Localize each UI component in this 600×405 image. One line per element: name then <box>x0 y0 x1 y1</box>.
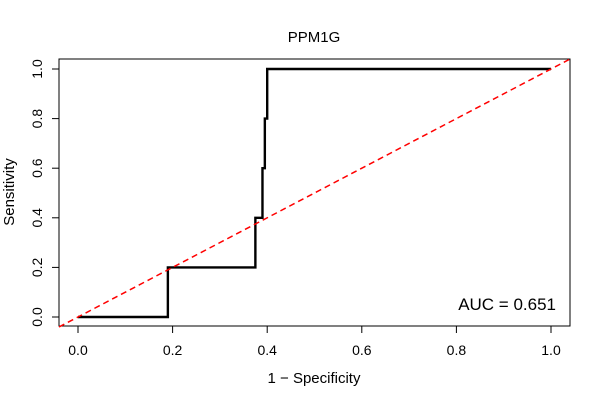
auc-annotation: AUC = 0.651 <box>458 295 556 314</box>
x-tick-label: 0.4 <box>257 342 277 358</box>
x-tick-label: 0.6 <box>352 342 372 358</box>
y-tick-label: 1.0 <box>29 59 45 79</box>
y-tick-label: 0.8 <box>29 109 45 129</box>
y-tick-label: 0.6 <box>29 158 45 178</box>
roc-curve-line <box>78 67 551 319</box>
y-axis-label: Sensitivity <box>1 158 18 226</box>
x-tick-label: 0.2 <box>163 342 183 358</box>
x-tick-label: 1.0 <box>541 342 561 358</box>
y-tick-label: 0.0 <box>29 307 45 327</box>
x-tick-label: 0.0 <box>68 342 88 358</box>
reference-diagonal-line <box>58 58 571 328</box>
x-tick-label: 0.8 <box>447 342 467 358</box>
y-tick-label: 0.2 <box>29 257 45 277</box>
y-tick-label: 0.4 <box>29 208 45 228</box>
x-axis-label: 1 − Specificity <box>268 370 361 387</box>
chart-title: PPM1G <box>288 29 341 46</box>
